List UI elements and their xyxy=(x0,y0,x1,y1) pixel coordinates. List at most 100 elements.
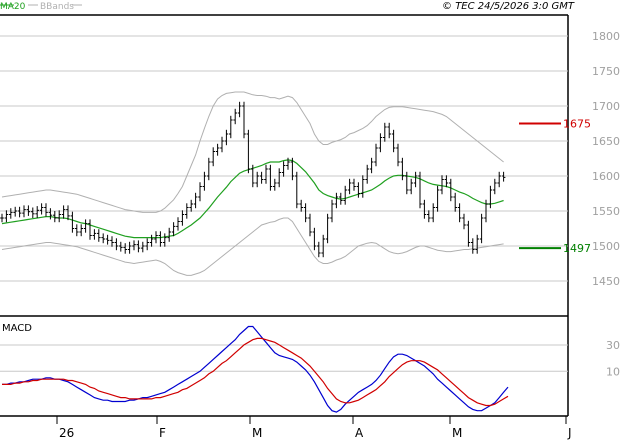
ohlc-bar xyxy=(475,234,479,254)
macd-line xyxy=(2,325,509,413)
ohlc-bar xyxy=(193,192,198,209)
ohlc-bar xyxy=(198,182,202,202)
ohlc-bar xyxy=(141,241,145,253)
ohlc-bar xyxy=(449,178,453,202)
ohlc-bar xyxy=(22,205,26,218)
ohlc-bar xyxy=(176,217,180,231)
ohlc-bar xyxy=(264,164,268,184)
ohlc-bar xyxy=(347,178,352,195)
ohlc-bar xyxy=(387,122,391,139)
ohlc-bar xyxy=(75,224,79,237)
ohlc-bar xyxy=(61,205,66,219)
ohlc-bar xyxy=(215,143,220,156)
legend-bbands-label: BBands xyxy=(40,2,74,12)
ohlc-bar xyxy=(466,220,471,247)
ohlc-bar xyxy=(105,234,110,245)
ohlc-bar xyxy=(365,164,369,184)
price-y-tick-label: 1800 xyxy=(592,30,620,43)
macd-gridlines xyxy=(0,344,568,372)
ohlc-bar xyxy=(501,171,506,182)
macd-title: MACD xyxy=(2,323,32,334)
ohlc-bar xyxy=(224,129,229,146)
ohlc-bar xyxy=(435,185,440,212)
ohlc-bar xyxy=(66,205,70,221)
bbands-upper-line xyxy=(1,91,504,213)
x-tick-label: J xyxy=(567,426,572,440)
ohlc-bar xyxy=(35,206,39,218)
ohlc-bar xyxy=(70,211,75,233)
price-y-tick-label: 1700 xyxy=(592,100,620,113)
ohlc-bar xyxy=(277,168,281,188)
ohlc-bar xyxy=(31,207,35,218)
ohlc-bar xyxy=(53,211,57,223)
ohlc-bar xyxy=(259,171,264,184)
ohlc-bar xyxy=(308,213,312,237)
ohlc-bar xyxy=(189,199,193,212)
x-tick-label: M xyxy=(452,426,462,440)
ohlc-bar xyxy=(303,203,308,223)
ohlc-bar xyxy=(361,175,365,198)
ohlc-bar xyxy=(207,157,211,181)
ohlc-bar xyxy=(242,101,246,139)
ohlc-bar xyxy=(281,161,286,177)
ohlc-bar xyxy=(268,164,273,191)
copyright-notice: © TEC 24/5/2026 3:0 GMT xyxy=(442,1,575,12)
ohlc-bar xyxy=(202,171,207,191)
x-tick-label: M xyxy=(252,426,262,440)
ohlc-bar xyxy=(229,115,233,139)
price-y-tick-label: 1600 xyxy=(592,170,620,183)
ohlc-bar xyxy=(185,203,189,219)
ohlc-bar xyxy=(427,210,431,223)
macd-series xyxy=(2,325,509,413)
ohlc-bar xyxy=(312,227,317,251)
ohlc-bar xyxy=(440,175,444,195)
ohlc-bar xyxy=(101,233,105,244)
ohlc-bar xyxy=(154,231,158,244)
ohlc-bar xyxy=(497,171,501,188)
ohlc-bar xyxy=(92,229,97,240)
ohlc-bar xyxy=(0,213,4,223)
ohlc-bar xyxy=(17,206,22,218)
ohlc-bar xyxy=(334,192,339,209)
ohlc-bar xyxy=(180,210,185,226)
ohlc-bar xyxy=(220,136,224,153)
ohlc-bar xyxy=(13,206,17,217)
ohlc-bar xyxy=(396,143,400,167)
ohlc-bar xyxy=(233,108,237,125)
x-tick-label: 26 xyxy=(59,426,74,440)
x-tick-label: A xyxy=(355,426,364,440)
ohlc-bar xyxy=(413,171,418,188)
ohlc-bar xyxy=(378,133,383,153)
ohlc-bar xyxy=(127,241,132,254)
price-y-tick-label: 1450 xyxy=(592,275,620,288)
ohlc-bar xyxy=(356,182,361,198)
ohlc-bar xyxy=(167,227,171,242)
price-y-tick-label: 1550 xyxy=(592,205,620,218)
ohlc-bar xyxy=(83,219,88,233)
ohlc-bar xyxy=(471,238,475,254)
ohlc-bar xyxy=(119,241,123,252)
resistance-level-label: 1675 xyxy=(563,118,591,131)
ohlc-bar xyxy=(343,185,347,205)
ohlc-bar xyxy=(132,240,136,251)
legend-ma20-label: MA20 xyxy=(0,2,26,12)
ohlc-bar xyxy=(44,203,48,217)
ohlc-bar xyxy=(110,236,114,247)
ohlc-bars xyxy=(0,101,506,258)
ohlc-bar xyxy=(39,203,44,215)
price-y-axis: 1450 1500 1550 1600 1650 1700 1750 1800 xyxy=(592,30,620,288)
ohlc-bar xyxy=(321,234,325,258)
ohlc-bar xyxy=(158,231,163,247)
ohlc-bar xyxy=(493,178,497,195)
ohlc-bar xyxy=(114,238,119,251)
ohlc-bar xyxy=(431,203,435,223)
ohlc-bar xyxy=(405,171,409,195)
ohlc-bar xyxy=(317,241,321,258)
x-axis: 26 F M A M J xyxy=(56,416,572,440)
support-level-label: 1497 xyxy=(563,242,591,255)
ohlc-bar xyxy=(391,129,396,153)
ohlc-bar xyxy=(79,224,83,237)
ohlc-bar xyxy=(237,101,242,118)
macd-y-tick-label: 30 xyxy=(606,339,620,352)
